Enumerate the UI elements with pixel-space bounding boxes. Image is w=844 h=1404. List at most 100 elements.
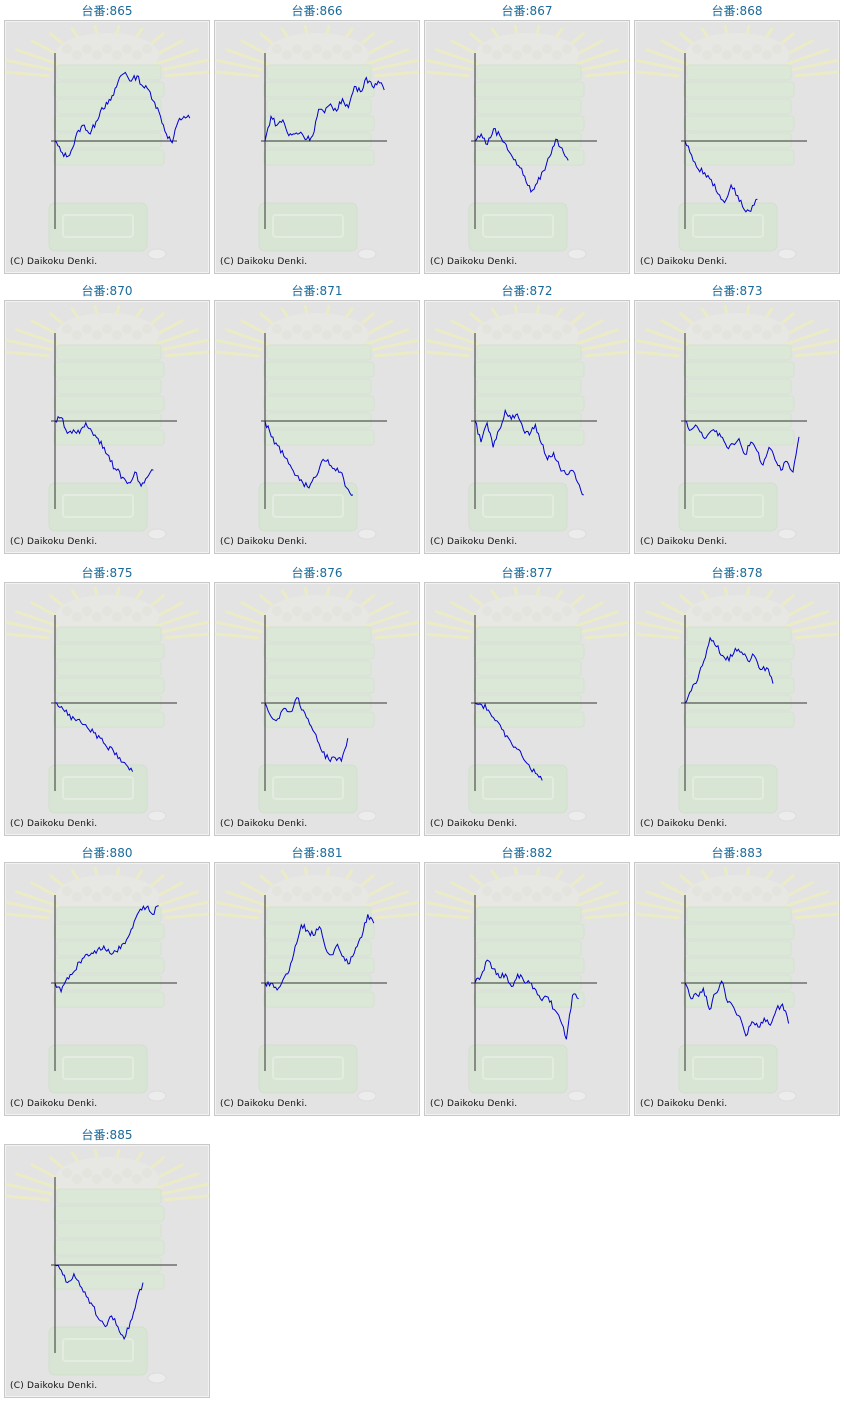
chart-panel: (C) Daikoku Denki. [4,1144,210,1398]
series-line [54,702,134,772]
machine-chart-cell: 台番:865 (C) Daikoku Denki. [2,0,212,276]
chart-panel: (C) Daikoku Denki. [424,862,630,1116]
line-chart [215,304,419,540]
copyright-credit: (C) Daikoku Denki. [640,1099,728,1109]
mascot-backdrop [215,586,419,822]
mascot-backdrop [425,304,629,540]
machine-chart-cell: 台番:883 (C) Daikoku Denki. [632,842,842,1118]
copyright-credit: (C) Daikoku Denki. [220,1099,308,1109]
mascot-backdrop [215,24,419,260]
machine-chart-cell: 台番:878 (C) Daikoku Denki. [632,562,842,838]
copyright-credit: (C) Daikoku Denki. [10,537,98,547]
chart-title: 台番:868 [711,4,763,18]
series-line [264,697,349,763]
series-line [264,420,354,496]
chart-panel: (C) Daikoku Denki. [214,300,420,554]
copyright-credit: (C) Daikoku Denki. [430,819,518,829]
machine-chart-cell: 台番:866 (C) Daikoku Denki. [212,0,422,276]
machine-chart-cell: 台番:872 (C) Daikoku Denki. [422,280,632,556]
series-line [54,905,159,994]
chart-panel: (C) Daikoku Denki. [634,20,840,274]
copyright-credit: (C) Daikoku Denki. [430,257,518,267]
line-chart [635,304,839,540]
series-line [684,636,774,704]
machine-chart-cell: 台番:880 (C) Daikoku Denki. [2,842,212,1118]
line-chart [5,24,209,260]
chart-title: 台番:877 [501,566,553,580]
series-line [684,420,800,473]
series-line [264,76,385,142]
chart-title: 台番:871 [291,284,343,298]
chart-panel: (C) Daikoku Denki. [4,300,210,554]
copyright-credit: (C) Daikoku Denki. [640,819,728,829]
machine-chart-cell: 台番:873 (C) Daikoku Denki. [632,280,842,556]
line-chart [215,866,419,1102]
copyright-credit: (C) Daikoku Denki. [220,537,308,547]
line-chart [635,24,839,260]
line-chart [425,586,629,822]
line-chart [5,304,209,540]
mascot-backdrop [215,866,419,1102]
series-line [54,1264,144,1341]
chart-title: 台番:880 [81,846,133,860]
chart-title: 台番:882 [501,846,553,860]
copyright-credit: (C) Daikoku Denki. [10,1099,98,1109]
chart-title: 台番:878 [711,566,763,580]
line-chart [5,1148,209,1384]
chart-title: 台番:872 [501,284,553,298]
chart-panel: (C) Daikoku Denki. [214,20,420,274]
mascot-backdrop [635,866,839,1102]
copyright-credit: (C) Daikoku Denki. [10,819,98,829]
line-chart [5,586,209,822]
series-line [474,408,584,496]
machine-chart-cell: 台番:885 (C) Daikoku Denki. [2,1124,212,1400]
copyright-credit: (C) Daikoku Denki. [220,819,308,829]
line-chart [215,586,419,822]
machine-chart-cell: 台番:877 (C) Daikoku Denki. [422,562,632,838]
mascot-backdrop [425,24,629,260]
chart-panel: (C) Daikoku Denki. [424,300,630,554]
chart-panel: (C) Daikoku Denki. [634,862,840,1116]
mascot-backdrop [425,866,629,1102]
copyright-credit: (C) Daikoku Denki. [10,257,98,267]
machine-chart-cell: 台番:868 (C) Daikoku Denki. [632,0,842,276]
mascot-backdrop [635,586,839,822]
chart-panel: (C) Daikoku Denki. [424,582,630,836]
machine-chart-cell: 台番:870 (C) Daikoku Denki. [2,280,212,556]
chart-title: 台番:870 [81,284,133,298]
chart-title: 台番:875 [81,566,133,580]
chart-panel: (C) Daikoku Denki. [634,582,840,836]
mascot-backdrop [635,304,839,540]
chart-title: 台番:883 [711,846,763,860]
series-line [54,71,191,158]
mascot-backdrop [5,866,209,1102]
machine-chart-cell: 台番:881 (C) Daikoku Denki. [212,842,422,1118]
mascot-backdrop [5,586,209,822]
series-line [474,959,579,1040]
mascot-backdrop [5,304,209,540]
copyright-credit: (C) Daikoku Denki. [640,537,728,547]
line-chart [425,304,629,540]
machine-chart-cell: 台番:876 (C) Daikoku Denki. [212,562,422,838]
line-chart [425,24,629,260]
chart-title: 台番:876 [291,566,343,580]
machine-chart-cell: 台番:871 (C) Daikoku Denki. [212,280,422,556]
copyright-credit: (C) Daikoku Denki. [430,537,518,547]
copyright-credit: (C) Daikoku Denki. [10,1381,98,1391]
series-line [684,980,790,1037]
line-chart [215,24,419,260]
machine-chart-cell: 台番:882 (C) Daikoku Denki. [422,842,632,1118]
chart-panel: (C) Daikoku Denki. [214,582,420,836]
series-line [264,914,375,991]
machine-chart-cell: 台番:867 (C) Daikoku Denki. [422,0,632,276]
line-chart [635,586,839,822]
copyright-credit: (C) Daikoku Denki. [640,257,728,267]
mascot-backdrop [5,24,209,260]
mascot-backdrop [5,1148,209,1384]
mascot-backdrop [425,586,629,822]
chart-title: 台番:873 [711,284,763,298]
series-line [474,702,543,781]
line-chart [635,866,839,1102]
series-line [474,127,569,194]
